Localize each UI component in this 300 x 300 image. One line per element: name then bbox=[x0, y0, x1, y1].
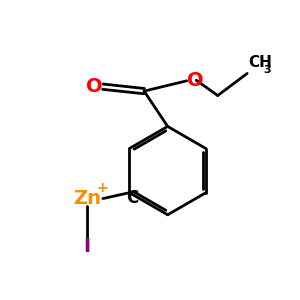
Text: CH: CH bbox=[249, 56, 272, 70]
Text: O: O bbox=[187, 71, 203, 90]
Text: Zn: Zn bbox=[73, 189, 101, 208]
Text: C: C bbox=[126, 189, 138, 207]
Text: O: O bbox=[86, 76, 103, 96]
Text: +: + bbox=[96, 181, 108, 195]
Text: 3: 3 bbox=[263, 65, 271, 75]
Text: I: I bbox=[83, 237, 90, 256]
